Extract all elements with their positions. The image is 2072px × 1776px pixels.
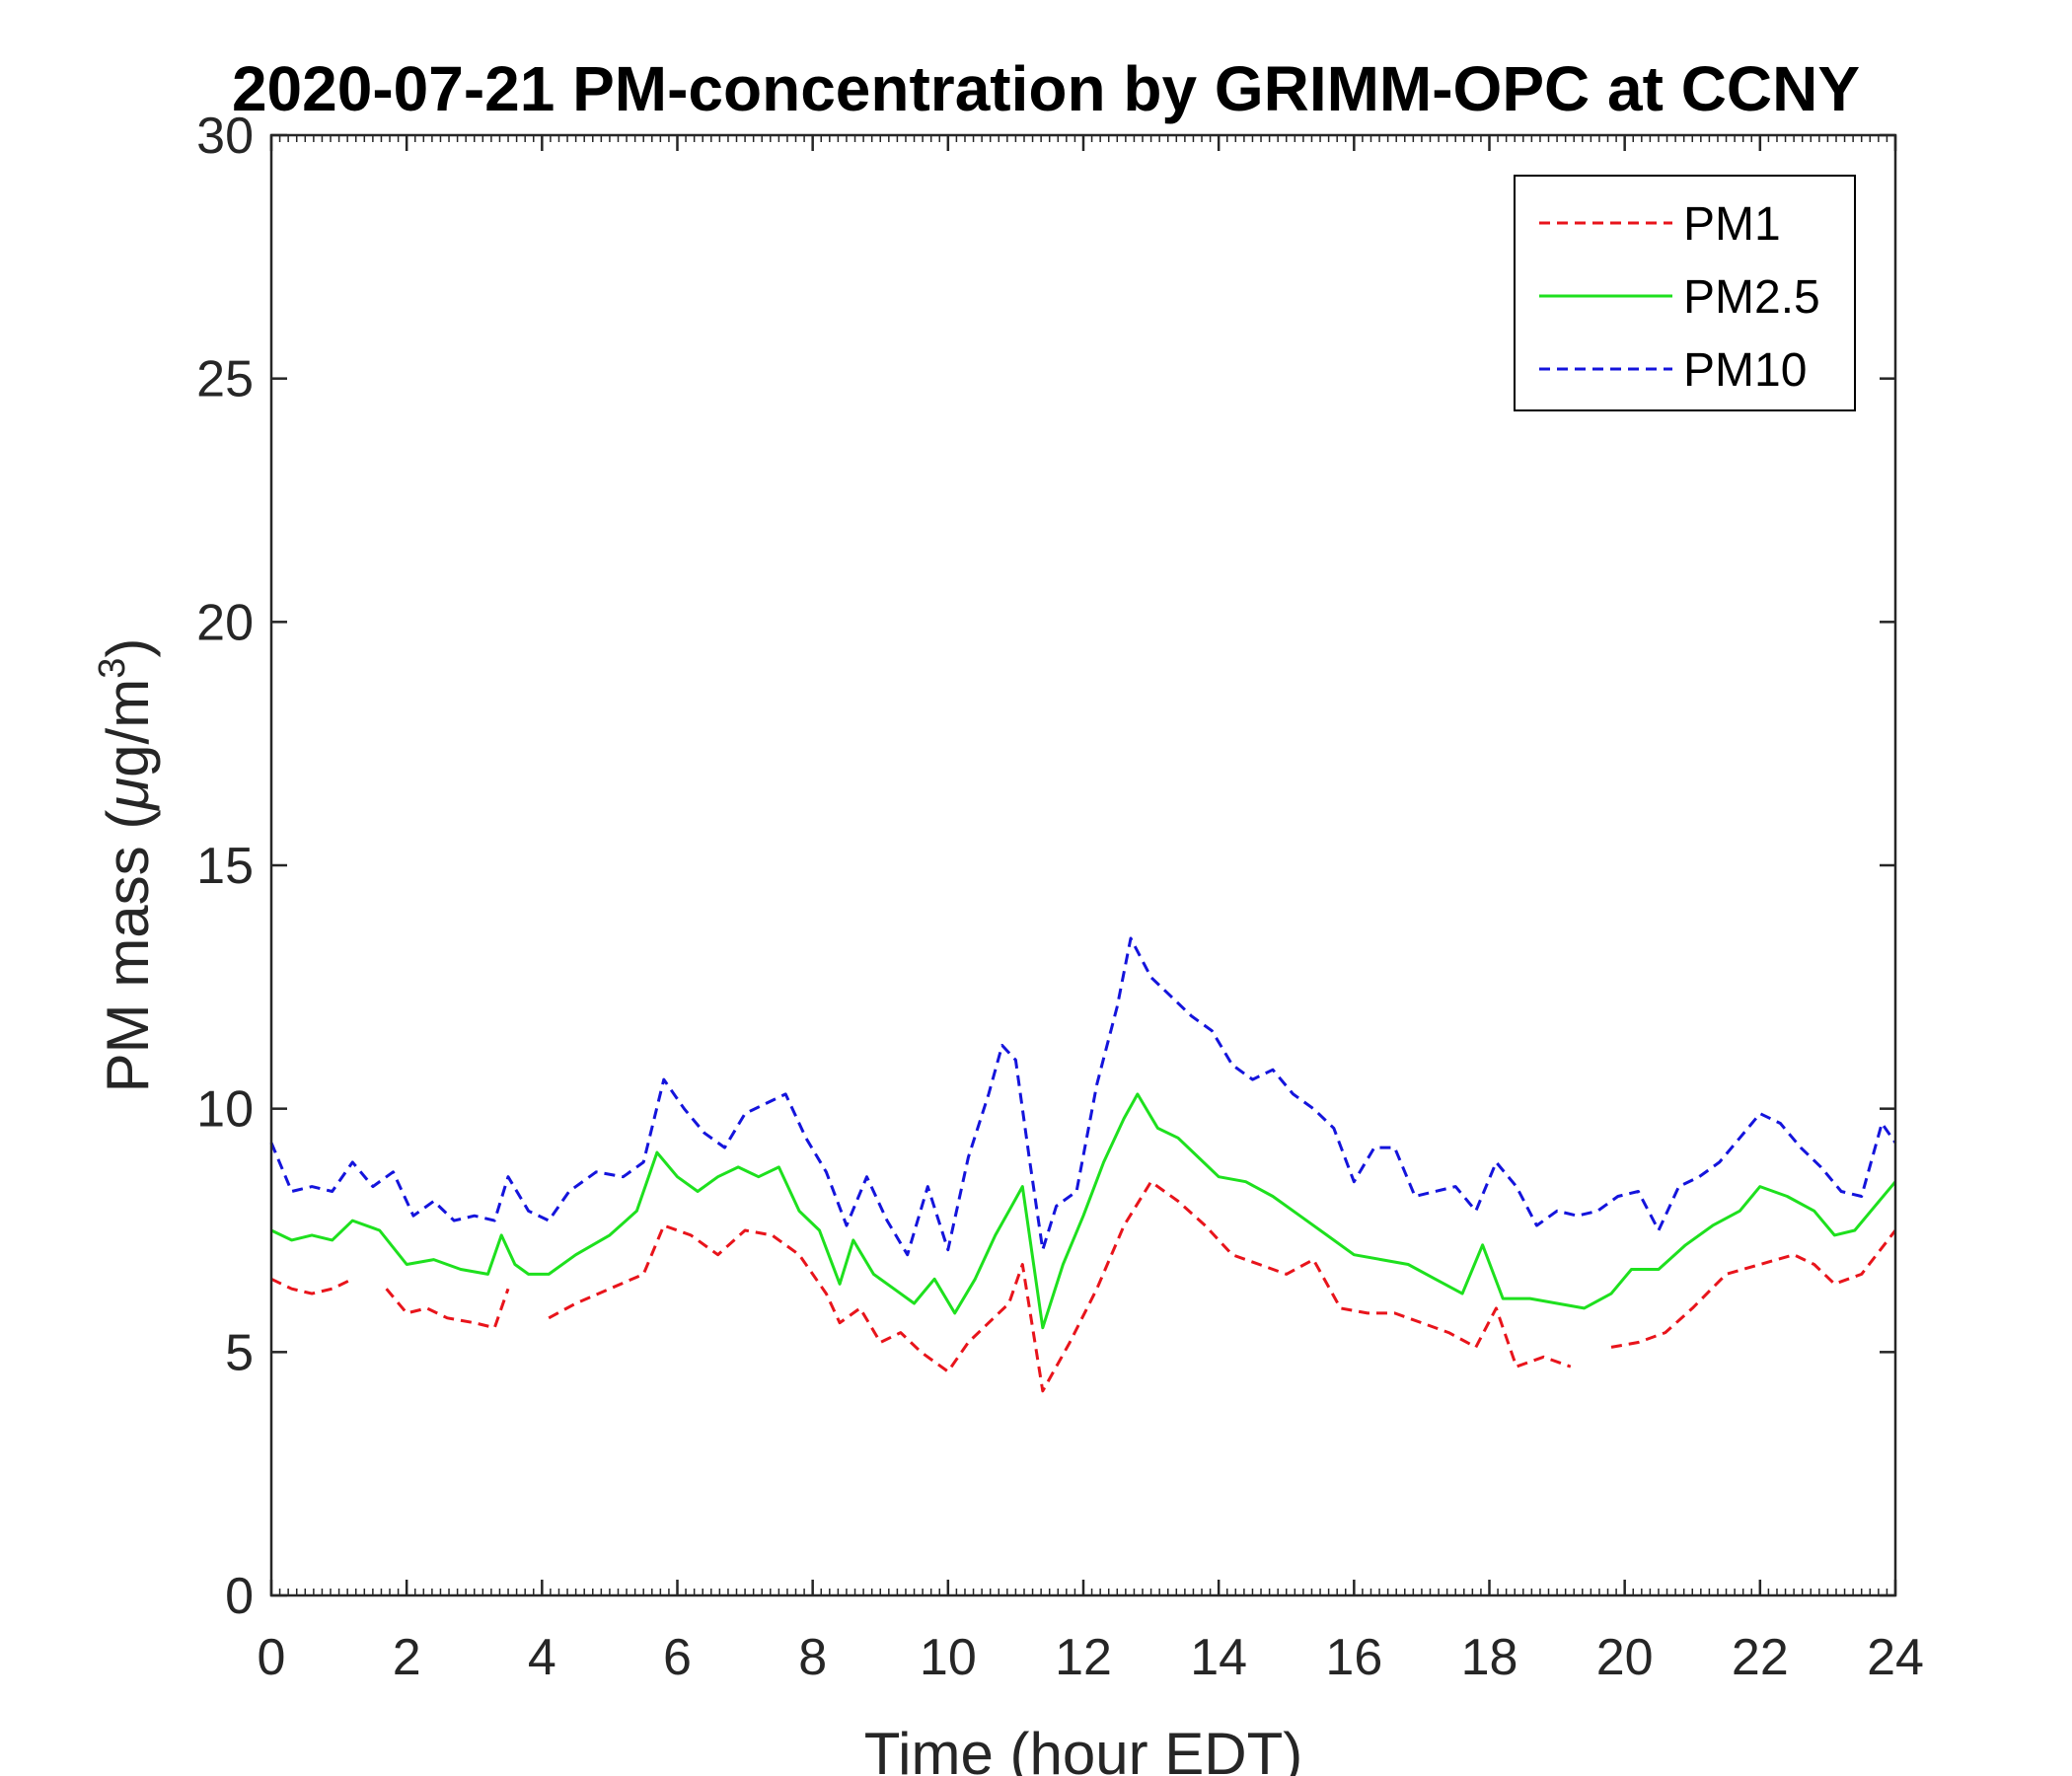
legend: PM1 PM2.5 PM10 xyxy=(1514,175,1856,411)
y-tick-labels: 0 5 10 15 20 25 30 xyxy=(196,108,254,1625)
series-layer xyxy=(269,936,1897,1393)
x-tick-label: 0 xyxy=(258,1629,286,1686)
x-tick-label: 24 xyxy=(1867,1629,1924,1686)
legend-label: PM2.5 xyxy=(1683,271,1820,324)
x-tick-label: 10 xyxy=(920,1629,977,1686)
legend-label: PM1 xyxy=(1683,198,1781,251)
legend-box xyxy=(1514,175,1856,411)
y-axis-label-prefix: PM mass ( xyxy=(95,810,161,1093)
y-axis-label-superscript: 3 xyxy=(92,658,133,679)
y-tick-label: 15 xyxy=(196,838,254,895)
axis-ticks xyxy=(269,133,1897,1597)
x-tick-label: 20 xyxy=(1596,1629,1654,1686)
y-tick-label: 20 xyxy=(196,594,254,651)
y-axis-label-mu: μ xyxy=(95,777,161,812)
x-tick-labels: 0 2 4 6 8 10 12 14 16 18 20 22 24 xyxy=(258,1629,1924,1686)
x-tick-label: 12 xyxy=(1055,1629,1112,1686)
x-axis-label: Time (hour EDT) xyxy=(864,1721,1303,1776)
x-tick-label: 2 xyxy=(393,1629,421,1686)
x-tick-label: 8 xyxy=(798,1629,827,1686)
y-tick-label: 30 xyxy=(196,108,254,165)
x-tick-label: 14 xyxy=(1190,1629,1247,1686)
y-axis-label-unit: g/m xyxy=(95,679,161,777)
series-line-2 xyxy=(270,1092,1897,1330)
chart-title: 2020-07-21 PM-concentration by GRIMM-OPC… xyxy=(232,53,1860,124)
x-tick-label: 18 xyxy=(1461,1629,1518,1686)
series-line-1 xyxy=(270,1180,1897,1393)
y-axis-label: PM mass (μg/m3) xyxy=(92,638,161,1093)
legend-label: PM10 xyxy=(1683,344,1807,397)
y-tick-label: 25 xyxy=(196,351,254,408)
x-tick-label: 22 xyxy=(1732,1629,1789,1686)
x-tick-label: 16 xyxy=(1325,1629,1382,1686)
y-tick-label: 0 xyxy=(225,1568,254,1625)
series-line-3 xyxy=(269,936,1897,1257)
x-tick-label: 4 xyxy=(528,1629,556,1686)
y-tick-label: 10 xyxy=(196,1081,254,1139)
y-axis-label-suffix: ) xyxy=(95,638,161,658)
x-tick-label: 6 xyxy=(663,1629,692,1686)
y-tick-label: 5 xyxy=(225,1324,254,1381)
